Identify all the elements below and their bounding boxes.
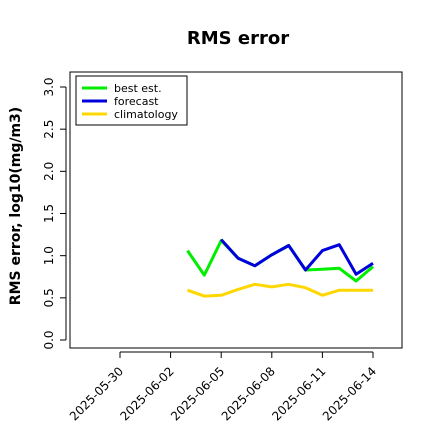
series-layer <box>186 238 374 298</box>
y-tick-label: 2.0 <box>42 162 56 181</box>
legend-entry: best est. <box>114 82 162 95</box>
x-tick-label: 2025-06-14 <box>320 364 379 423</box>
chart-title: RMS error <box>187 28 289 49</box>
y-tick-label: 1.0 <box>42 246 56 265</box>
x-axis: 2025-05-302025-06-022025-06-052025-06-08… <box>67 351 379 423</box>
legend-entry: forecast <box>114 95 159 108</box>
y-tick-label: 2.5 <box>42 120 56 139</box>
legend-entry: climatology <box>114 108 178 121</box>
y-tick-label: 0.5 <box>42 288 56 307</box>
series-line-forecast <box>220 238 374 276</box>
y-tick-label: 0.0 <box>42 330 56 349</box>
y-axis: 0.0 0.5 1.0 1.5 2.0 2.5 3.0 <box>42 77 67 350</box>
y-tick-label: 3.0 <box>42 77 56 96</box>
plot-frame <box>69 71 403 349</box>
y-axis-label: RMS error, log10(mg/m3) <box>8 107 24 305</box>
series-line-climatology <box>187 282 373 298</box>
y-tick-label: 1.5 <box>42 204 56 223</box>
series-line-best-est <box>186 239 374 283</box>
